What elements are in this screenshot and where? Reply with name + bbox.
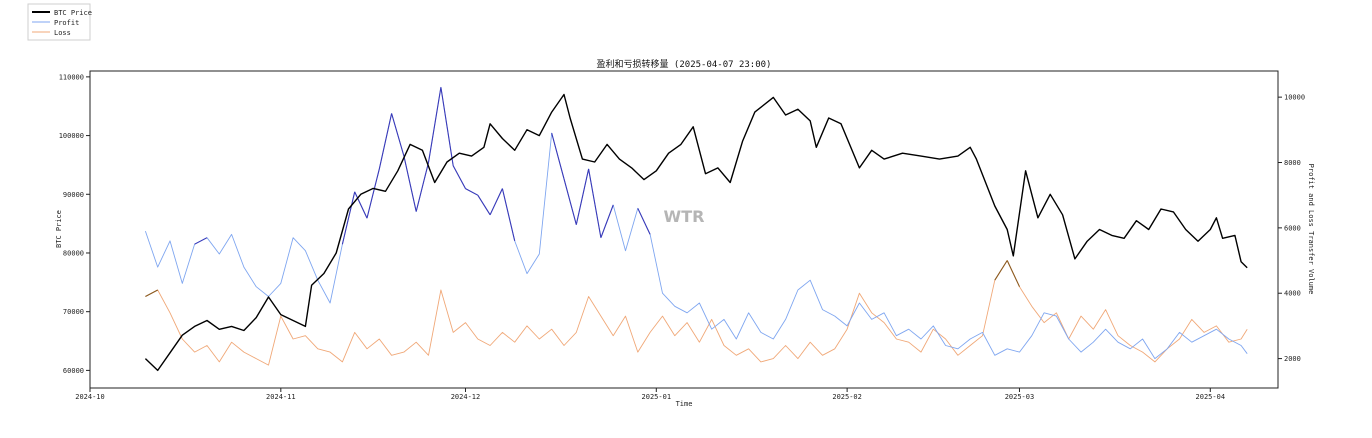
series-segment-profit-high (575, 168, 590, 225)
x-tick-label: 2025-01 (642, 393, 672, 401)
y-left-tick-label: 70000 (63, 308, 84, 316)
x-tick-label: 2024-10 (75, 393, 105, 401)
legend: BTC Price Profit Loss (27, 3, 92, 41)
series-segment-profit-high (489, 188, 503, 216)
x-tick-label: 2024-12 (451, 393, 481, 401)
series-segment-profit-high (427, 87, 442, 163)
y-left-tick-label: 110000 (59, 73, 84, 81)
x-axis-label: Time (676, 400, 693, 408)
series-segment-profit-high (637, 208, 651, 235)
y-left-tick-label: 100000 (59, 132, 84, 140)
legend-label-profit: Profit (54, 19, 79, 27)
y-right-axis-label: Profit and Loss Transfer Volume (1307, 164, 1315, 295)
series-segment-profit-high (465, 188, 479, 196)
series-segment-profit-high (600, 204, 614, 238)
series-segment-profit-high (551, 132, 565, 179)
series-segment-profit-high (440, 87, 454, 166)
y-left-tick-label: 80000 (63, 249, 84, 257)
legend-label-btc: BTC Price (54, 9, 92, 17)
y-right-tick-label: 10000 (1284, 94, 1305, 102)
legend-label-loss: Loss (54, 29, 71, 37)
y-left-tick-label: 90000 (63, 191, 84, 199)
series-segment-profit-high (563, 178, 577, 225)
series-segment-loss-high (994, 260, 1008, 281)
series-line-loss (145, 260, 1248, 366)
x-tick-label: 2025-04 (1196, 393, 1226, 401)
y-left-axis-label: BTC Price (55, 210, 63, 248)
series-segment-profit-high (391, 113, 405, 157)
x-tick-label: 2025-02 (832, 393, 862, 401)
watermark-text: WTR (664, 207, 705, 226)
series-segment-loss-high (145, 289, 158, 297)
x-tick-label: 2024-11 (266, 393, 296, 401)
series-segment-profit-high (194, 237, 208, 245)
series-segment-profit-high (366, 168, 380, 219)
series-segment-profit-high (341, 191, 356, 245)
y-right-tick-label: 8000 (1284, 159, 1301, 167)
series-segment-profit-high (403, 155, 417, 212)
ticks-layer: 2024-10 2024-11 2024-12 2025-01 2025-02 2025-… (59, 73, 1305, 401)
series-segment-profit-high (415, 162, 430, 212)
y-right-tick-label: 6000 (1284, 224, 1301, 232)
series-segment-profit-high (501, 188, 516, 242)
series-segment-loss-high (1006, 260, 1020, 287)
x-tick-label: 2025-03 (1005, 393, 1035, 401)
y-right-tick-label: 4000 (1284, 290, 1301, 298)
series-line-btc-price (144, 93, 1248, 372)
series-segment-profit-high (354, 191, 368, 219)
series-segment-profit-high (477, 194, 491, 216)
y-right-tick-label: 2000 (1284, 355, 1301, 363)
series-segment-profit-high (378, 113, 393, 170)
series-line-profit (144, 86, 1248, 360)
series-segment-profit-high (452, 165, 466, 189)
plot-frame (89, 70, 1279, 389)
y-left-tick-label: 60000 (63, 367, 84, 375)
chart-title: 盈利和亏损转移量 (2025-04-07 23:00) (597, 58, 772, 70)
series-layer (144, 86, 1248, 372)
series-segment-profit-high (588, 168, 602, 238)
